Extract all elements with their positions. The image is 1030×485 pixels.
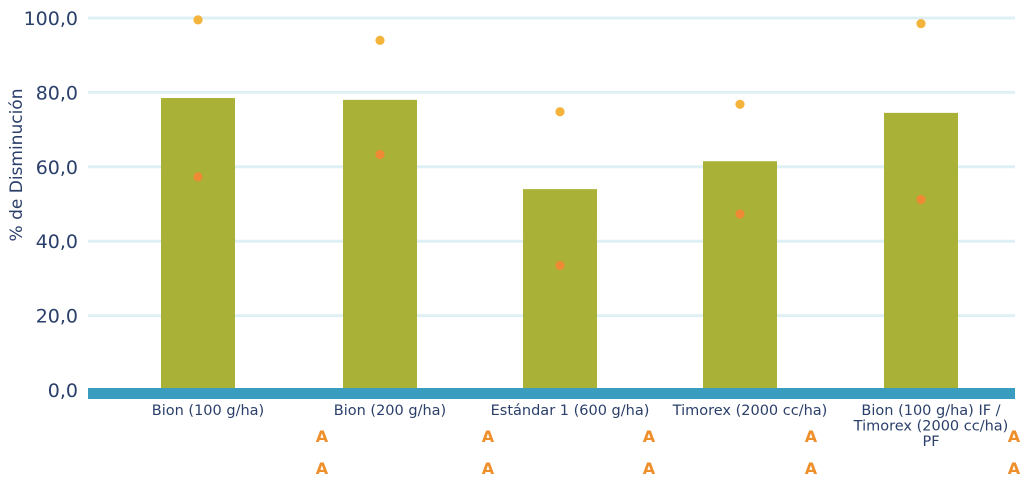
x-tick-label: Estándar 1 (600 g/ha)	[491, 403, 650, 419]
y-tick-label: 80,0	[36, 82, 78, 104]
data-point	[916, 194, 926, 205]
data-points	[193, 15, 926, 270]
y-tick-label: 0,0	[48, 380, 78, 402]
x-axis-baseline	[88, 388, 1015, 399]
data-point	[193, 172, 203, 182]
x-tick-label: Timorex (2000 cc/ha)	[672, 403, 828, 419]
data-point	[375, 35, 385, 45]
significance-letters: A A A A AA A A A A	[316, 427, 1021, 478]
y-tick-label: 20,0	[36, 306, 78, 328]
x-tick-label: Bion (100 g/ha)	[152, 403, 264, 419]
data-point	[735, 99, 745, 109]
bar	[343, 99, 417, 390]
significance-letter: A	[316, 427, 329, 446]
bar	[161, 97, 235, 390]
bar	[523, 189, 597, 390]
significance-letter: A	[805, 427, 818, 446]
x-axis-tick-labels: Bion (100 g/ha) Bion (200 g/ha) Estándar 1…	[152, 403, 1009, 450]
x-tick-label: Bion (200 g/ha)	[334, 403, 446, 419]
significance-letter: A	[316, 459, 329, 478]
data-point	[375, 149, 385, 160]
y-tick-label: 60,0	[36, 157, 78, 179]
significance-letter: A	[805, 459, 818, 478]
significance-letter: A	[1008, 459, 1021, 478]
significance-letter: A	[643, 459, 656, 478]
significance-letter: A	[1008, 427, 1021, 446]
bar	[703, 161, 777, 390]
data-point	[916, 18, 926, 29]
y-axis-tick-labels: 0,0 20,0 40,0 60,0 80,0 100,0	[24, 8, 78, 402]
bar	[884, 112, 958, 391]
y-tick-label: 40,0	[36, 231, 78, 253]
y-axis-label: % de Disminución	[7, 89, 27, 242]
bars	[161, 97, 958, 391]
significance-letter: A	[482, 459, 495, 478]
data-point	[555, 107, 565, 117]
data-point	[735, 209, 745, 219]
x-tick-label: Bion (100 g/ha) IF / Timorex (2000 cc/ha)…	[853, 403, 1009, 450]
significance-letter: A	[482, 427, 495, 446]
data-point	[193, 15, 203, 25]
gridlines	[88, 16, 1015, 318]
data-point	[555, 260, 565, 270]
y-tick-label: 100,0	[24, 8, 78, 30]
significance-letter: A	[643, 427, 656, 446]
